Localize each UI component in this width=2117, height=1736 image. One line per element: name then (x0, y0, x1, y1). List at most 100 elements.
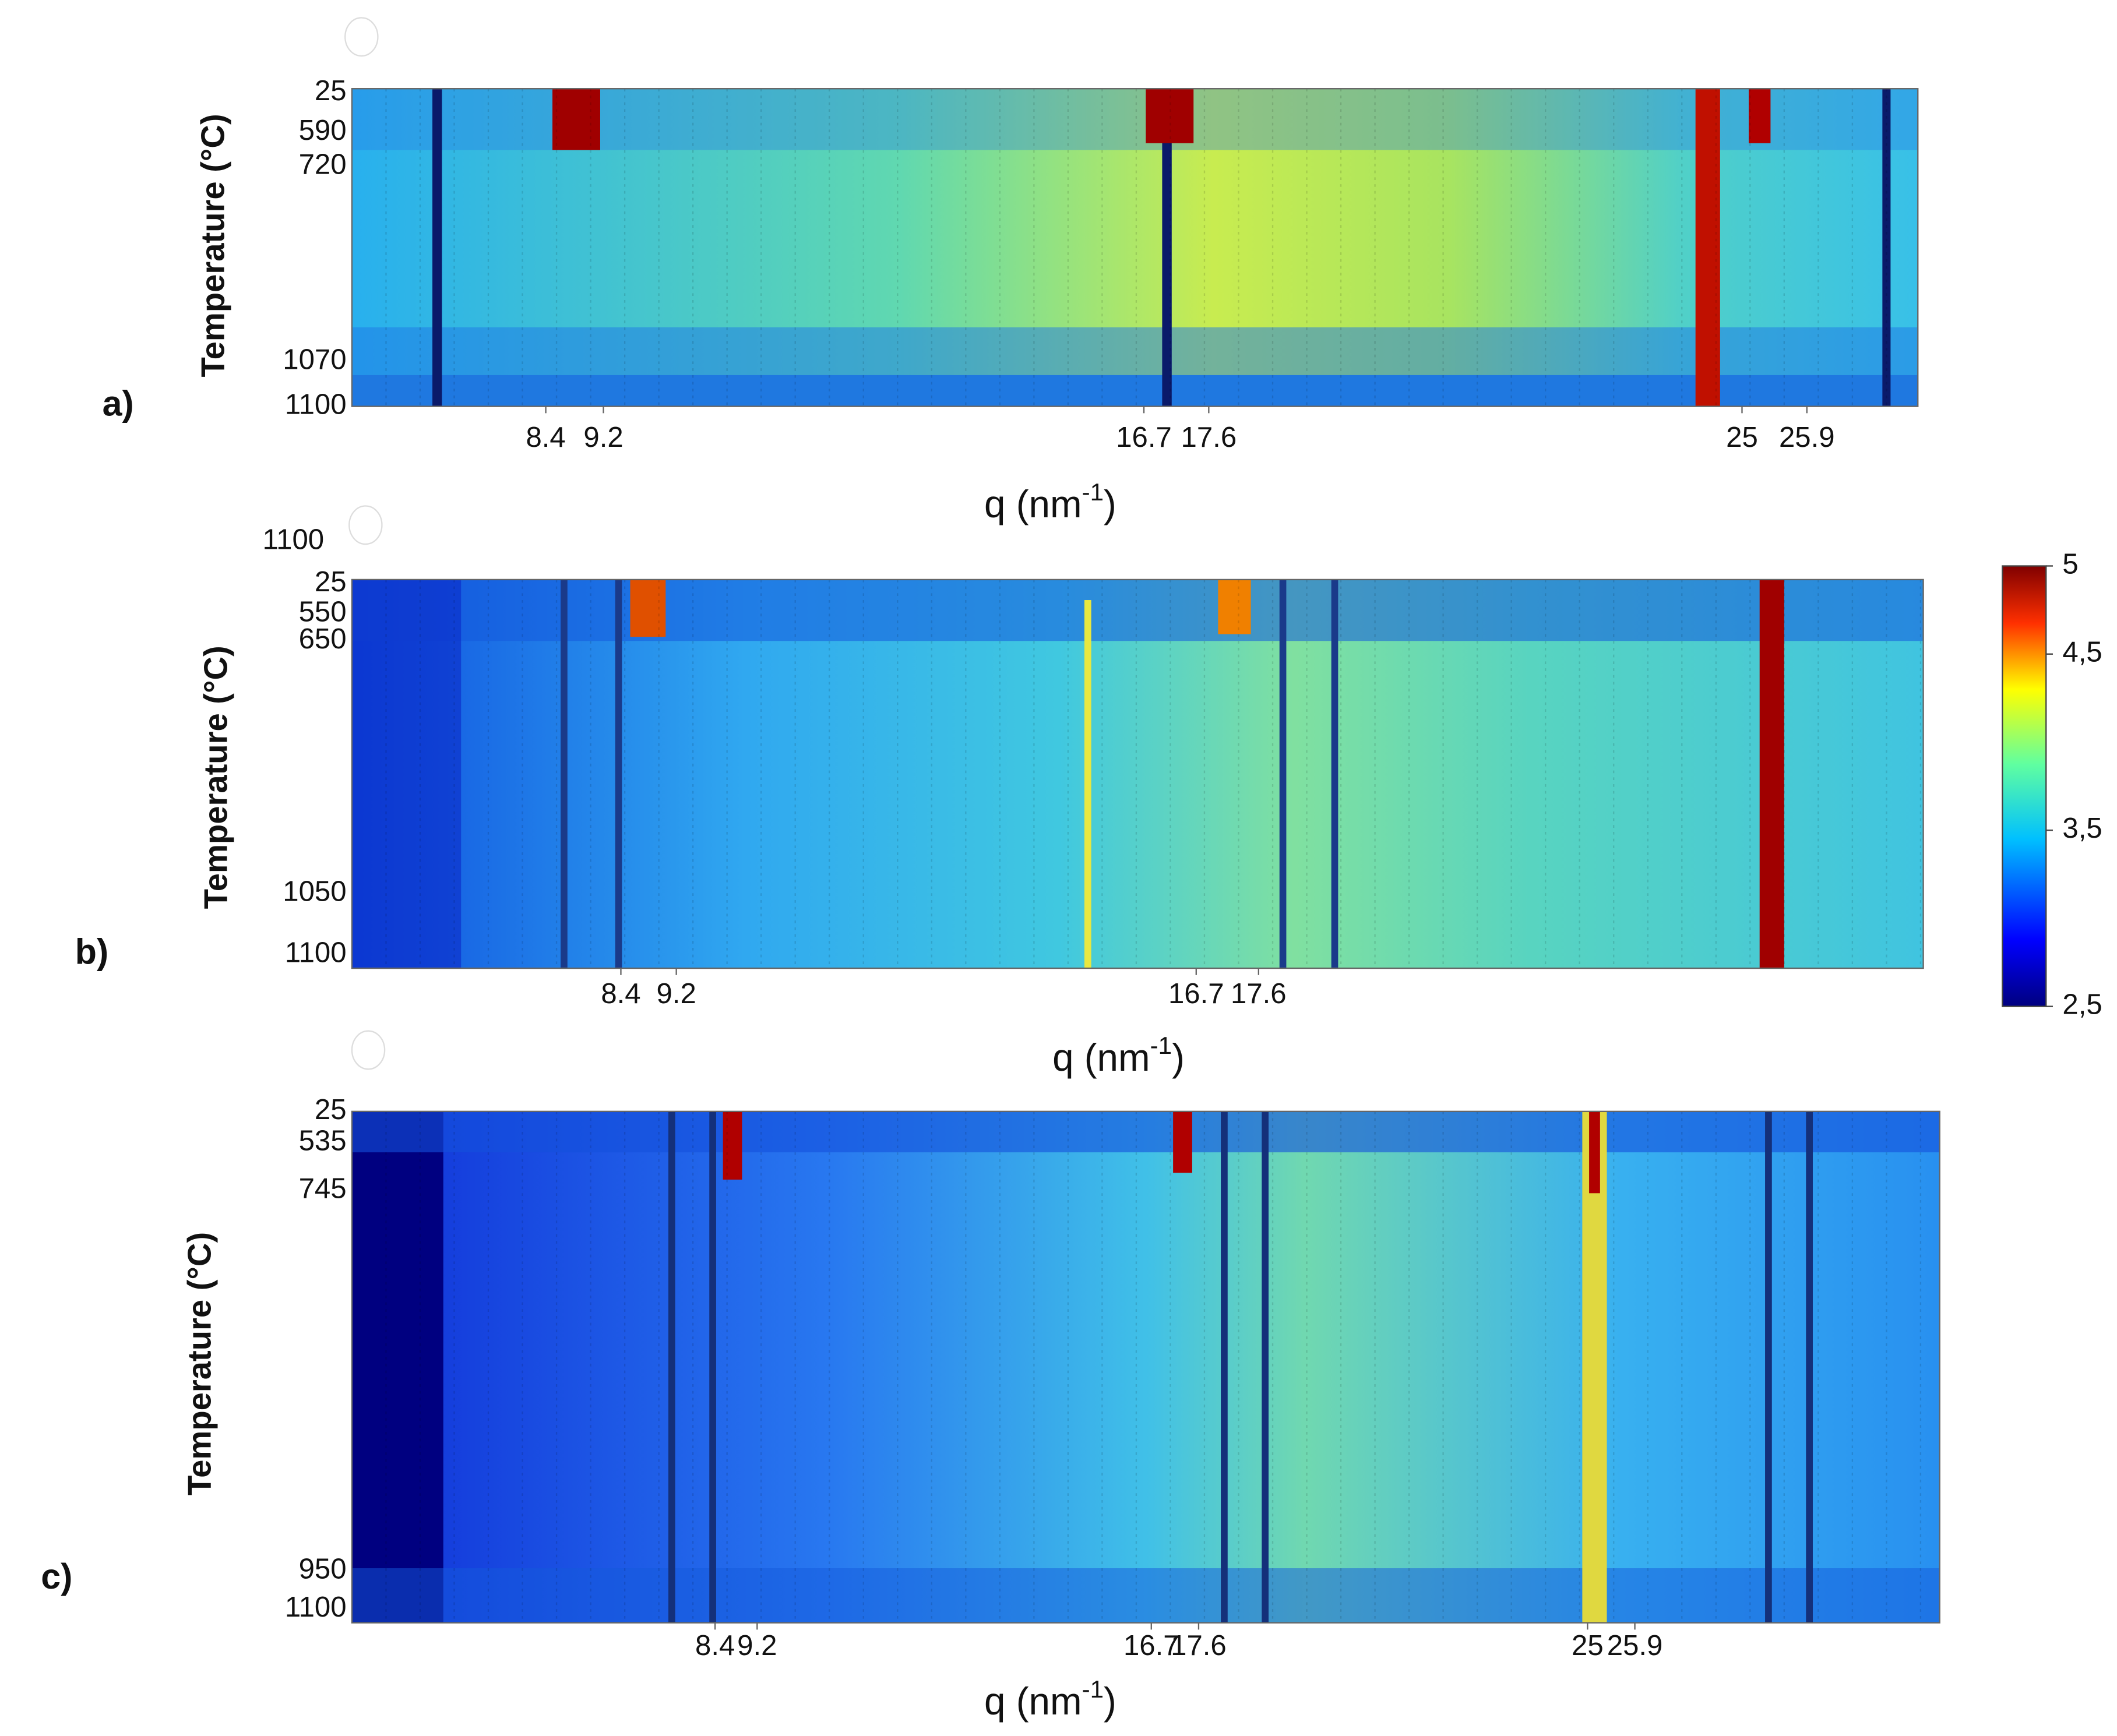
x-axis-title-part: -1 (1082, 1675, 1104, 1703)
heatmap-feature (351, 579, 462, 969)
y-tick-label: 590 (299, 115, 347, 146)
heatmap-feature (1695, 89, 1720, 407)
x-tick-label: 17.6 (1231, 978, 1287, 1010)
heatmap-feature (1084, 600, 1091, 969)
heatmap-feature (351, 1568, 1940, 1623)
y-tick-label: 550 (299, 596, 347, 627)
heatmap-feature (561, 579, 568, 969)
plot-frame (351, 578, 1924, 969)
y-tick-label: 950 (299, 1554, 347, 1585)
heatmap-feature (1279, 579, 1287, 969)
y-tick-label: 1100 (285, 1592, 347, 1623)
heatmap-feature (1759, 579, 1784, 969)
x-axis-title: q (nm-1) (1052, 1032, 1185, 1079)
x-axis-title-part: ) (1172, 1037, 1185, 1079)
y-tick-label: 1100 (285, 389, 347, 421)
heatmap-feature (1806, 1111, 1813, 1623)
y-tick-label: 1050 (283, 876, 346, 907)
heatmap-feature (351, 89, 1918, 150)
x-tick-label: 8.4 (695, 1630, 735, 1661)
x-tick-label: 25 (1572, 1630, 1604, 1661)
x-axis-title-part: q (nm (1052, 1037, 1150, 1079)
x-tick-label: 16.7 (1116, 422, 1172, 453)
y-tick-label: 25 (315, 1094, 347, 1125)
heatmap (351, 1111, 1940, 1623)
y-tick-label: 720 (299, 149, 347, 181)
x-tick-label: 25.9 (1607, 1630, 1663, 1661)
heatmap-feature (1582, 1111, 1607, 1623)
x-tick-label: 17.6 (1181, 422, 1237, 453)
x-tick-label: 9.2 (656, 978, 696, 1010)
heatmap-feature (1589, 1111, 1600, 1194)
heatmap-feature (351, 327, 1918, 375)
y-tick-label: 745 (299, 1173, 347, 1205)
marker-dot (348, 505, 383, 545)
panel-label: b) (75, 932, 108, 972)
panel-label: a) (103, 384, 134, 424)
panel-label: c) (41, 1557, 72, 1596)
x-tick-label: 9.2 (737, 1630, 777, 1661)
colorbar-tick-label: 2,5 (2062, 989, 2102, 1021)
heatmap-feature (1262, 1111, 1269, 1623)
heatmap (351, 579, 1924, 969)
y-tick-label: 25 (315, 75, 347, 107)
x-axis-title-part: -1 (1082, 478, 1104, 505)
x-tick-label: 25 (1726, 422, 1758, 453)
annotation: 1100 (262, 524, 324, 555)
x-axis-title-part: q (nm (984, 1680, 1082, 1723)
heatmap-feature (351, 579, 1924, 641)
heatmap-feature (1146, 89, 1194, 143)
y-axis-title: Temperature (°C) (197, 645, 234, 909)
x-axis-title-part: q (nm (984, 483, 1082, 525)
heatmap-feature (1173, 1111, 1192, 1173)
x-tick-label: 25.9 (1779, 422, 1835, 453)
x-axis-title: q (nm-1) (984, 478, 1116, 525)
heatmap-feature (351, 1111, 1940, 1153)
x-tick-label: 16.7 (1168, 978, 1224, 1010)
x-axis-title-part: -1 (1150, 1032, 1172, 1059)
colorbar (2002, 565, 2047, 1007)
heatmap-feature (1162, 89, 1172, 407)
colorbar-tick-label: 3,5 (2062, 813, 2102, 844)
heatmap-feature (1748, 89, 1771, 143)
heatmap-feature (1765, 1111, 1772, 1623)
x-tick-label: 8.4 (601, 978, 640, 1010)
heatmap-feature (1221, 1111, 1228, 1623)
plot-frame (351, 1110, 1940, 1624)
heatmap-feature (1882, 89, 1891, 407)
heatmap-feature (1331, 579, 1338, 969)
colorbar-tick-label: 5 (2062, 548, 2078, 580)
heatmap-feature (723, 1111, 742, 1180)
x-tick-label: 17.6 (1171, 1630, 1227, 1661)
heatmap-feature (1218, 579, 1251, 634)
marker-dot (351, 1030, 386, 1070)
y-tick-label: 535 (299, 1125, 347, 1157)
heatmap-feature (432, 89, 442, 407)
x-tick-label: 16.7 (1123, 1630, 1179, 1661)
x-tick-label: 8.4 (526, 422, 565, 453)
y-tick-label: 1100 (285, 937, 347, 969)
x-axis-title-part: ) (1104, 483, 1116, 525)
x-axis-title-part: ) (1104, 1680, 1116, 1723)
y-tick-label: 650 (299, 623, 347, 655)
y-tick-label: 1070 (283, 344, 346, 375)
heatmap-feature (630, 579, 666, 637)
heatmap-feature (351, 1111, 443, 1623)
y-axis-title: Temperature (°C) (181, 1232, 217, 1495)
heatmap-panel (351, 1110, 1940, 1624)
heatmap-panel (351, 88, 1919, 407)
y-axis-title: Temperature (°C) (195, 114, 231, 377)
heatmap-panel (351, 578, 1924, 969)
plot-frame (351, 88, 1919, 407)
marker-dot (344, 17, 379, 57)
colorbar-tick-label: 4,5 (2062, 637, 2102, 668)
heatmap-feature (552, 89, 600, 150)
heatmap-feature (668, 1111, 675, 1623)
x-tick-label: 9.2 (583, 422, 623, 453)
heatmap-feature (709, 1111, 716, 1623)
heatmap-feature (615, 579, 622, 969)
x-axis-title: q (nm-1) (984, 1675, 1116, 1723)
y-tick-label: 25 (315, 566, 347, 598)
heatmap-feature (351, 375, 1918, 407)
